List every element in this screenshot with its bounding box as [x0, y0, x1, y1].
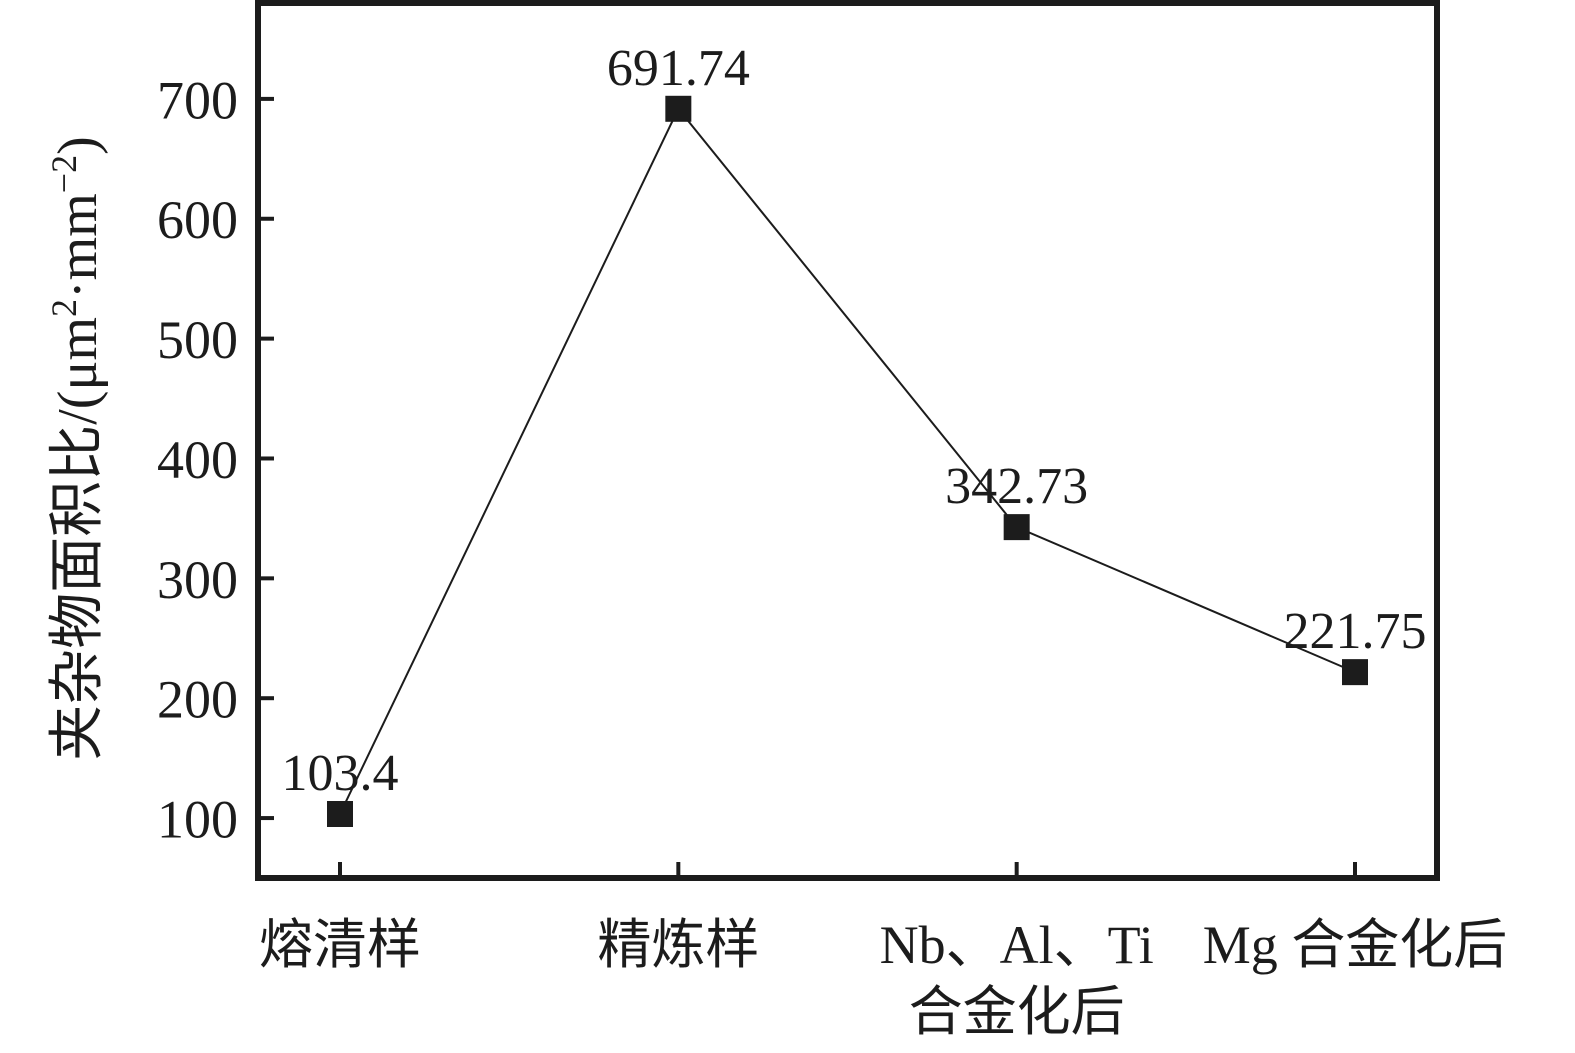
- plot-frame: [255, 0, 1440, 881]
- x-tick-label: Mg 合金化后: [1203, 915, 1508, 975]
- y-tick-label: 600: [157, 190, 238, 250]
- data-point-marker: [1342, 659, 1368, 686]
- y-axis-title: 夹杂物面积比/(μm2·mm−2): [44, 136, 109, 761]
- point-value-label: 342.73: [945, 458, 1088, 515]
- point-value-label: 221.75: [1284, 603, 1427, 660]
- data-point-marker: [665, 95, 692, 122]
- y-tick-label: 100: [157, 790, 238, 850]
- y-tick-label: 400: [157, 430, 238, 490]
- data-point-marker: [327, 800, 353, 827]
- x-tick-label: Nb、Al、Ti 合金化后: [880, 915, 1154, 1042]
- y-tick-label: 500: [157, 310, 238, 370]
- y-tick-label: 300: [157, 550, 238, 610]
- x-tick-label: 熔清样: [259, 915, 421, 975]
- data-line: [339, 106, 1356, 815]
- point-value-label: 691.74: [607, 40, 750, 97]
- data-point-marker: [1003, 514, 1030, 541]
- x-tick-label: 精炼样: [597, 915, 759, 975]
- y-tick-label: 700: [157, 70, 238, 130]
- y-tick-label: 200: [157, 670, 238, 730]
- point-value-label: 103.4: [282, 745, 399, 802]
